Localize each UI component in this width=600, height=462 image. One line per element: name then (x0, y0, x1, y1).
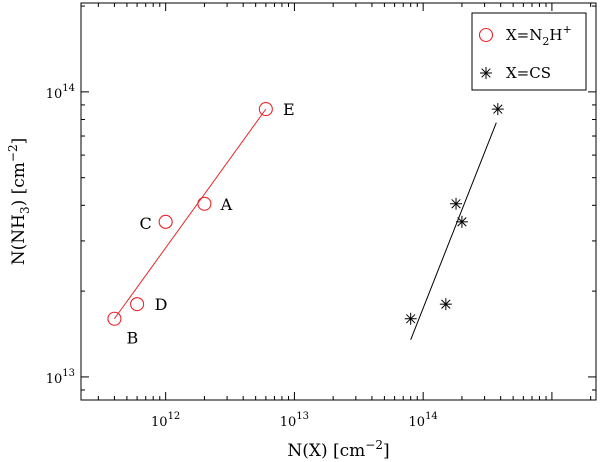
data-point-series-1 (130, 297, 145, 312)
data-point-series-1 (258, 102, 273, 117)
point-label: B (127, 329, 139, 348)
point-label: A (220, 195, 233, 214)
y-tick-label: 1014 (46, 83, 75, 102)
x-axis-label: N(X) [cm−2] (287, 438, 389, 461)
point-labels: A B C D E (127, 100, 295, 348)
fit-line-series-1 (114, 108, 267, 320)
fit-lines (114, 108, 497, 340)
data-point-series-1 (197, 196, 212, 211)
point-label: C (140, 214, 152, 233)
point-label: E (283, 100, 295, 119)
axis-ticks: 1012 1013 1014 1013 1014 (46, 3, 596, 430)
data-point-series-2 (491, 103, 504, 116)
fit-line-series-2 (410, 122, 497, 340)
legend-label: X=CS (506, 64, 551, 82)
data-point-series-2 (404, 312, 417, 325)
legend-marker (480, 67, 492, 79)
data-point-series-2 (450, 197, 463, 210)
data-points (107, 102, 504, 326)
y-axis-label: N(NH3) [cm−2] (6, 138, 32, 266)
legend-marker (478, 27, 494, 43)
point-label: D (155, 295, 168, 314)
x-tick-label: 1013 (280, 411, 309, 430)
legend: X=N2H+ X=CS (471, 12, 587, 91)
plot-frame (80, 2, 597, 401)
y-tick-label: 1013 (46, 368, 75, 387)
legend-label: X=N2H+ (506, 23, 572, 48)
data-point-series-1 (107, 311, 122, 326)
axis-labels: N(X) [cm−2] N(NH3) [cm−2] (6, 138, 390, 461)
x-tick-label: 1012 (151, 411, 180, 430)
data-point-series-2 (455, 215, 468, 228)
legend-box (471, 12, 587, 91)
x-tick-label: 1014 (409, 411, 438, 430)
data-point-series-1 (158, 214, 173, 229)
data-point-series-2 (439, 298, 452, 311)
